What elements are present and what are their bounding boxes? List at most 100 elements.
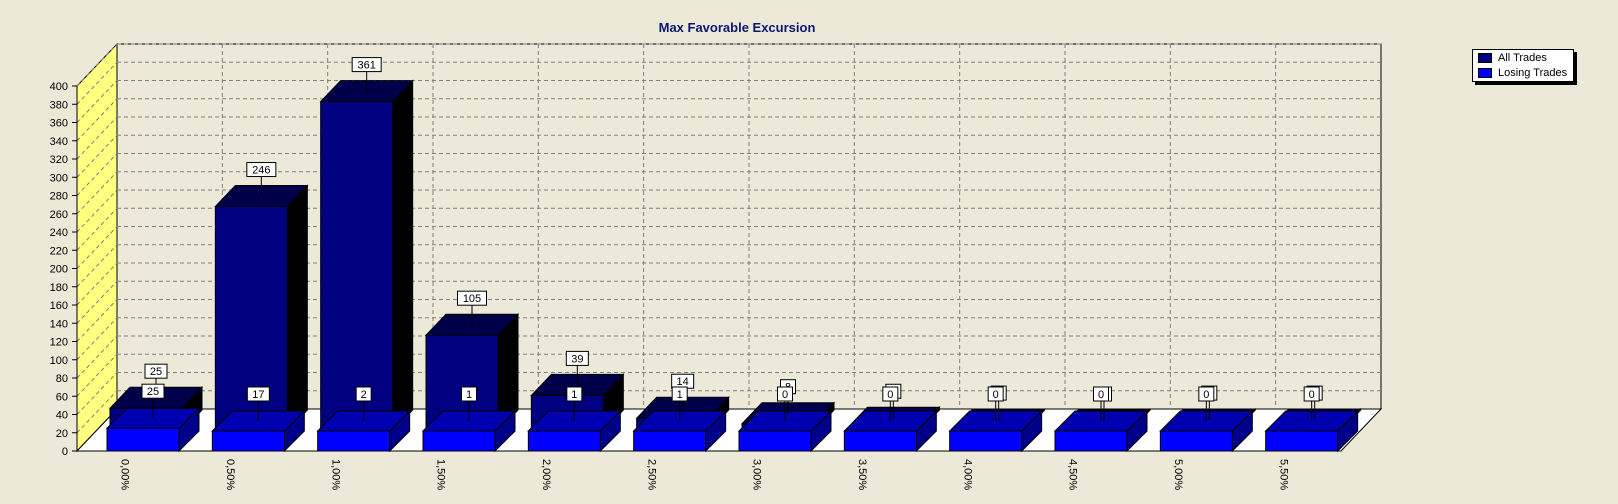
data-label-losing-trades-1-50: 1 [466,389,472,401]
bar-losing-trades-3-50 [843,430,917,452]
x-tick-label-0-50: 0,50% [224,459,236,490]
data-label-losing-trades-1-50-box [461,386,477,402]
data-label-losing-trades-2-50-box [671,386,688,402]
bar-losing-trades-0-50 [211,430,285,452]
data-label-losing-trades-2-00: 1 [571,389,577,401]
bar-losing-trades-5-00 [1159,430,1233,452]
x-tick-label-1-50: 1,50% [435,459,447,490]
y-tick-label: 180 [50,282,68,294]
data-label-all-trades-2-50: 14 [677,376,689,388]
data-label-all-trades-0-50: 246 [252,165,270,177]
data-label-losing-trades-4-00: 0 [993,389,999,401]
data-label-losing-trades-5-00: 0 [1203,389,1209,401]
grid-line-diagonal [76,317,118,361]
grid-line-diagonal [76,280,118,324]
data-label-losing-trades-3-50: 0 [887,389,893,401]
grid-line-diagonal [76,226,118,269]
data-label-all-trades-0-00-box [144,363,168,379]
data-label-losing-trades-4-50-box [1093,386,1109,402]
data-label-all-trades-1-50-box [457,290,487,306]
y-tick-label: 60 [56,391,68,403]
legend: All Trades Losing Trades [1472,49,1574,82]
data-label-all-trades-0-00: 25 [150,366,162,378]
data-label-losing-trades-1-00: 2 [361,389,367,401]
data-label-losing-trades-5-50: 0 [1309,389,1315,401]
y-tick-label: 220 [50,245,68,257]
grid-line-diagonal [76,80,118,123]
grid-line-diagonal [76,61,118,105]
y-tick-label: 260 [50,209,68,221]
y-tick-label: 200 [50,264,68,276]
y-tick-label: 80 [56,373,68,385]
plot-area: 0204060801001201401601802002202402602803… [50,42,1383,490]
x-tick-label-4-00: 4,00% [961,459,973,490]
grid-line-diagonal [76,189,118,233]
y-tick-label: 0 [62,446,68,458]
y-tick-label: 100 [50,355,68,367]
data-label-all-trades-1-00-box [351,57,382,73]
bar-losing-trades-4-00 [949,430,1023,452]
data-label-losing-trades-1-00-box [355,386,372,402]
legend-item-all-trades: All Trades [1473,51,1573,65]
bar-all-trades-0-50-side [286,184,308,433]
bar-losing-trades-2-50 [633,430,707,452]
y-tick-label: 360 [50,118,68,130]
legend-swatch-losing-trades [1478,68,1492,78]
bar-losing-trades-5-50 [1265,430,1339,452]
x-tick-label-5-00: 5,00% [1172,459,1184,490]
data-label-losing-trades-0-50: 17 [252,389,264,401]
grid-line-diagonal [76,390,118,434]
data-label-losing-trades-3-00-box [777,386,793,402]
grid-line-diagonal [76,207,118,251]
data-label-losing-trades-4-50: 0 [1098,389,1104,401]
data-label-losing-trades-4-00-box [987,386,1004,402]
y-tick-label: 300 [50,172,68,184]
y-tick-label: 380 [50,99,68,111]
x-tick-label-2-00: 2,00% [540,459,552,490]
bar-losing-trades-1-50 [422,430,496,452]
y-tick-label: 280 [50,191,68,203]
y-tick-label: 140 [50,318,68,330]
grid-line-diagonal [76,134,118,178]
y-tick-label: 120 [50,337,68,349]
bar-losing-trades-1-00 [317,430,391,452]
data-label-losing-trades-3-00: 0 [782,389,788,401]
data-label-losing-trades-0-00: 25 [147,386,159,398]
data-label-losing-trades-0-00-box [141,383,165,399]
y-tick-label: 240 [50,227,68,239]
x-tick-label-2-50: 2,50% [645,459,657,490]
bar-all-trades-1-00 [320,101,394,432]
data-label-all-trades-1-00: 361 [357,60,375,72]
data-label-all-trades-2-00: 39 [571,353,583,365]
data-label-all-trades-2-00-box [565,350,589,366]
grid-line-diagonal [76,372,118,415]
x-tick-label-3-00: 3,00% [751,459,763,490]
grid-line-diagonal [76,299,118,342]
legend-swatch-all-trades [1478,53,1492,63]
x-tick-label-3-50: 3,50% [856,459,868,490]
bar-all-trades-1-00-side [392,79,414,433]
chart-title: Max Favorable Excursion [659,20,816,35]
data-label-losing-trades-5-50-box [1303,386,1320,402]
x-tick-label-5-50: 5,50% [1277,459,1289,490]
grid-line-diagonal [76,353,118,397]
y-tick-label: 320 [50,154,68,166]
data-label-losing-trades-0-50-box [246,386,270,402]
y-tick-label: 340 [50,136,68,148]
bar-losing-trades-4-50 [1054,430,1128,452]
y-tick-label: 160 [50,300,68,312]
y-tick-label: 40 [56,410,68,422]
data-label-losing-trades-2-00-box [566,386,583,402]
grid-line-diagonal [76,98,118,142]
grid-line-diagonal [76,244,118,288]
y-tick-label: 20 [56,428,68,440]
grid-line-diagonal [76,153,118,196]
y-tick-label: 400 [50,81,68,93]
data-label-all-trades-1-50: 105 [463,293,481,305]
data-label-losing-trades-3-50-box [882,386,899,402]
data-label-losing-trades-2-50: 1 [677,389,683,401]
legend-label-losing-trades: Losing Trades [1498,67,1568,79]
grid-line-diagonal [76,262,118,306]
grid-line-diagonal [76,116,118,160]
